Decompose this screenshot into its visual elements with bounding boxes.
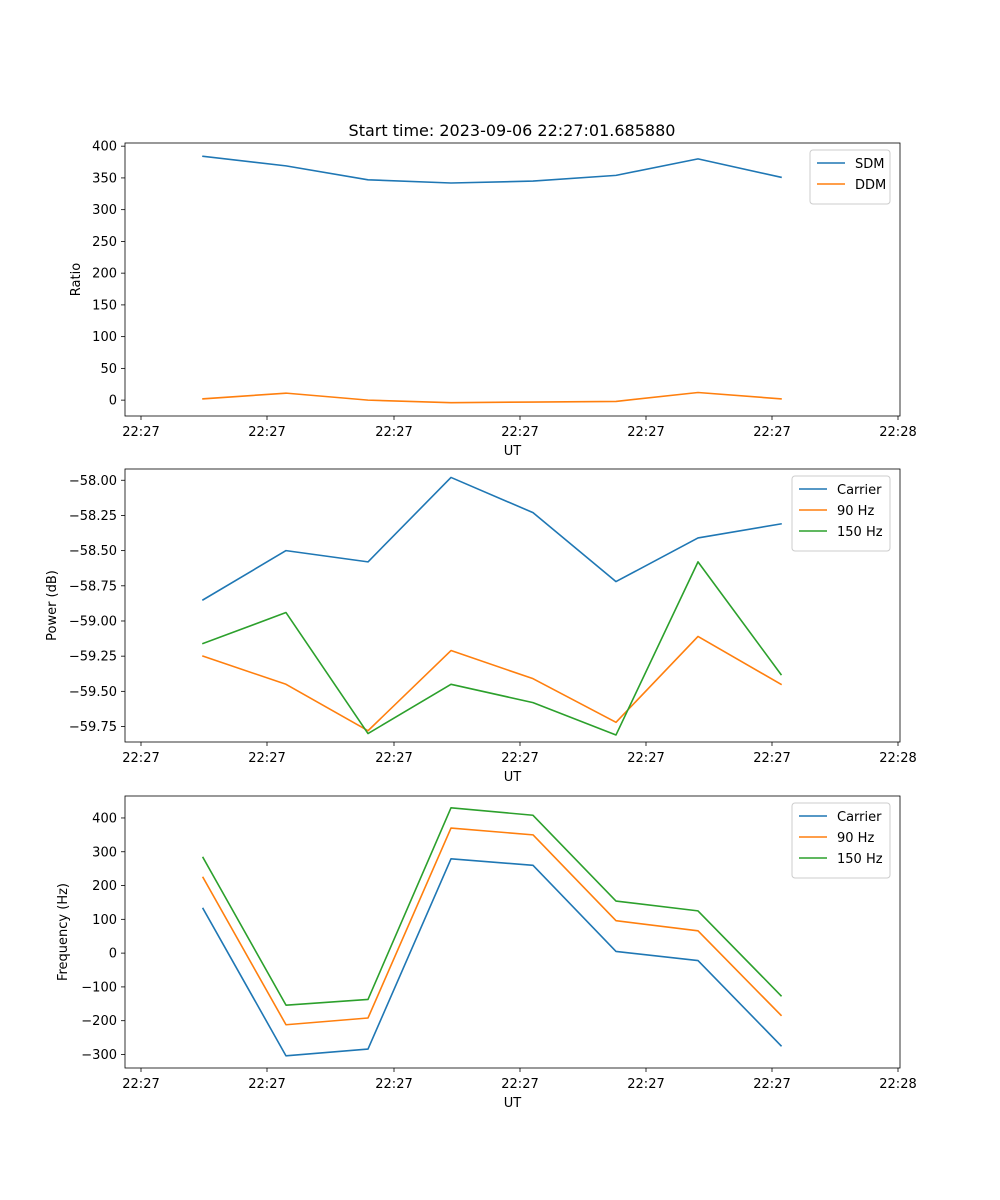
ratio-panel: 22:27 22:27 22:27 22:27 22:27 22:27 22:28 0 50 10…: [69, 140, 917, 459]
x-tick-label: 22:27: [501, 1077, 538, 1092]
y-tick-label: 350: [92, 171, 117, 186]
y-tick-label: −58.25: [69, 509, 117, 524]
series-line-ddm: [202, 391, 782, 404]
legend-label-ddm: DDM: [855, 178, 886, 193]
frequency-panel: 22:27 22:27 22:27 22:27 22:27 22:27 22:28 −300 −…: [56, 795, 917, 1111]
y-tick-label: −59.00: [69, 614, 117, 629]
y-tick-label: −100: [81, 980, 117, 995]
x-tick-label: 22:28: [879, 425, 916, 440]
y-tick-label: 200: [92, 879, 117, 894]
x-tick-label: 22:27: [627, 751, 664, 766]
legend-label-sdm: SDM: [855, 157, 884, 172]
x-tick-label: 22:28: [879, 1077, 916, 1092]
x-tick-label: 22:27: [753, 425, 790, 440]
y-tick-label: 400: [92, 811, 117, 826]
legend-label-150-hz: 150 Hz: [837, 525, 883, 540]
x-tick-label: 22:27: [375, 425, 412, 440]
x-tick-label: 22:27: [375, 1077, 412, 1092]
series-line-90-hz: [201, 827, 783, 1026]
y-tick-label: −300: [81, 1048, 117, 1063]
y-tick-label: −58.00: [69, 474, 117, 489]
y-tick-label: −200: [81, 1014, 117, 1029]
y-tick-label: 50: [100, 362, 117, 377]
x-tick-label: 22:27: [248, 751, 285, 766]
x-tick-label: 22:27: [753, 751, 790, 766]
y-axis-label: Ratio: [69, 263, 84, 296]
x-tick-label: 22:27: [122, 425, 159, 440]
series-line-sdm: [202, 155, 782, 184]
legend-label-90-hz: 90 Hz: [837, 831, 874, 846]
series-line-150-hz: [201, 561, 783, 736]
x-tick-label: 22:27: [248, 1077, 285, 1092]
series-line-carrier: [201, 858, 783, 1057]
y-axis-label: Power (dB): [45, 570, 60, 641]
y-tick-label: 300: [92, 203, 117, 218]
legend-label-carrier: Carrier: [837, 483, 882, 498]
x-tick-label: 22:27: [627, 1077, 664, 1092]
y-tick-label: 200: [92, 267, 117, 282]
x-tick-label: 22:27: [501, 425, 538, 440]
y-tick-label: 300: [92, 845, 117, 860]
x-tick-label: 22:27: [627, 425, 664, 440]
legend-label-carrier: Carrier: [837, 810, 882, 825]
plot-frame: [124, 142, 901, 417]
y-tick-label: 100: [92, 913, 117, 928]
y-tick-label: 0: [109, 394, 117, 409]
y-tick-label: 0: [109, 947, 117, 962]
y-tick-label: 150: [92, 298, 117, 313]
legend-box: [791, 475, 891, 552]
y-tick-label: 100: [92, 330, 117, 345]
y-tick-label: 250: [92, 235, 117, 250]
plot-frame: [124, 468, 901, 743]
x-tick-label: 22:27: [248, 425, 285, 440]
legend-box: [791, 802, 891, 879]
x-tick-label: 22:27: [375, 751, 412, 766]
plot-frame: [124, 795, 901, 1069]
x-tick-label: 22:27: [501, 751, 538, 766]
y-axis-label: Frequency (Hz): [56, 883, 71, 981]
x-axis-label: UT: [504, 770, 522, 785]
x-axis-label: UT: [504, 444, 522, 459]
x-tick-label: 22:28: [879, 751, 916, 766]
series-line-150-hz: [201, 807, 783, 1006]
x-tick-label: 22:27: [753, 1077, 790, 1092]
legend-label-90-hz: 90 Hz: [837, 504, 874, 519]
series-line-carrier: [201, 476, 782, 601]
y-tick-label: −59.25: [69, 650, 117, 665]
x-tick-label: 22:27: [122, 1077, 159, 1092]
power-panel: 22:27 22:27 22:27 22:27 22:27 22:27 22:28 −59.7…: [45, 468, 917, 785]
y-tick-label: −58.75: [69, 579, 117, 594]
chart-title: Start time: 2023-09-06 22:27:01.685880: [349, 121, 676, 140]
x-axis-label: UT: [504, 1096, 522, 1111]
legend-label-150-hz: 150 Hz: [837, 852, 883, 867]
y-tick-label: −58.50: [69, 544, 117, 559]
y-tick-label: −59.75: [69, 720, 117, 735]
y-tick-label: −59.50: [69, 685, 117, 700]
series-line-90-hz: [201, 635, 783, 732]
x-tick-label: 22:27: [122, 751, 159, 766]
y-tick-label: 400: [92, 140, 117, 155]
